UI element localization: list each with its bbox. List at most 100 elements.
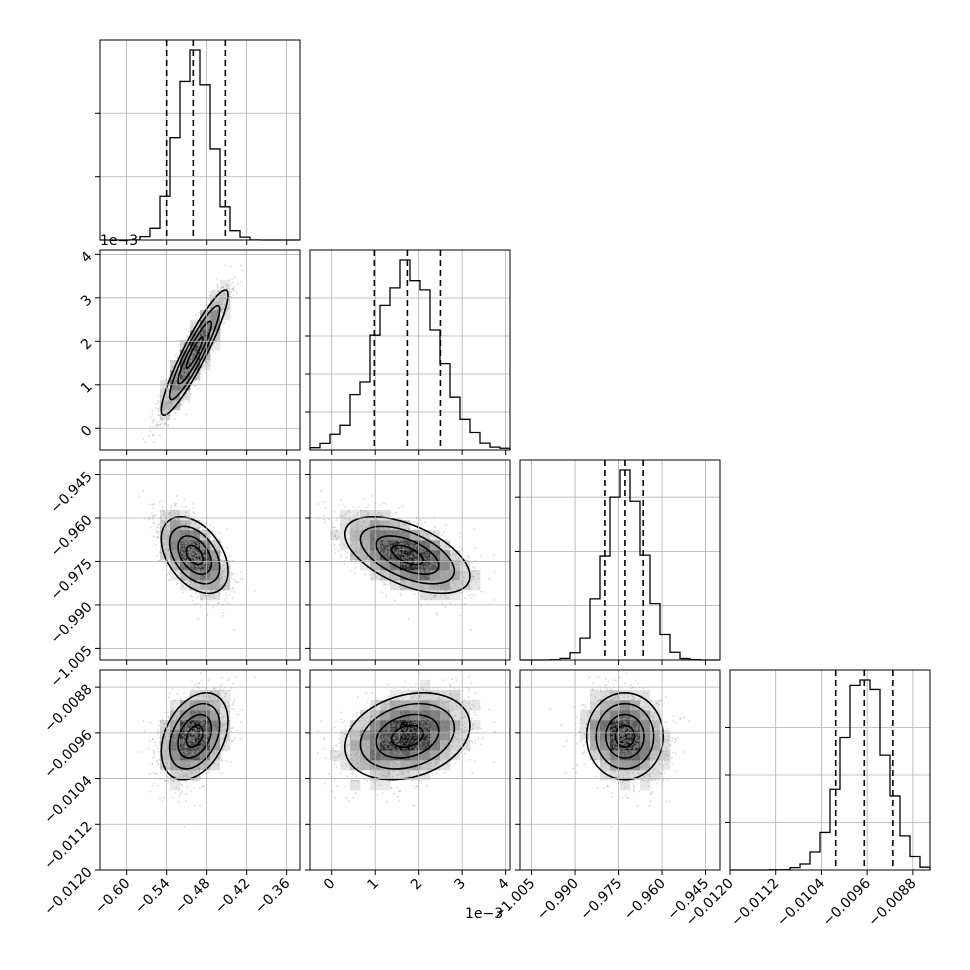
sample-point bbox=[437, 556, 440, 559]
sample-point bbox=[365, 534, 368, 537]
sample-point bbox=[202, 328, 205, 331]
sample-point bbox=[421, 566, 423, 569]
sample-point bbox=[199, 605, 202, 608]
sample-point bbox=[197, 534, 200, 537]
sample-point bbox=[430, 561, 433, 564]
sample-point bbox=[219, 304, 221, 307]
sample-point bbox=[215, 587, 218, 590]
sample-point bbox=[218, 537, 221, 540]
sample-point bbox=[168, 407, 170, 409]
sample-point bbox=[167, 534, 170, 537]
sample-point bbox=[443, 563, 446, 566]
sample-point bbox=[199, 342, 202, 345]
sample-point bbox=[171, 377, 173, 380]
sample-point bbox=[411, 556, 414, 559]
sample-point bbox=[181, 376, 184, 379]
sample-point bbox=[149, 416, 152, 419]
sample-point bbox=[185, 373, 187, 376]
density-cell bbox=[160, 400, 171, 411]
sample-point bbox=[402, 523, 405, 525]
sample-point bbox=[195, 591, 197, 593]
sample-point bbox=[191, 548, 193, 551]
sample-point bbox=[360, 525, 363, 528]
sample-point bbox=[207, 595, 210, 597]
sample-point bbox=[198, 554, 201, 557]
sample-point bbox=[195, 564, 198, 567]
density-cell bbox=[210, 580, 221, 591]
sample-point bbox=[402, 548, 405, 551]
sample-point bbox=[209, 524, 212, 527]
sample-point bbox=[193, 367, 196, 370]
sample-point bbox=[428, 547, 431, 550]
sample-point bbox=[399, 592, 402, 595]
sample-point bbox=[378, 545, 381, 548]
sample-point bbox=[187, 562, 190, 565]
sample-point bbox=[399, 552, 402, 555]
sample-point bbox=[185, 372, 188, 375]
sample-point bbox=[156, 525, 159, 528]
sample-point bbox=[172, 543, 174, 546]
sample-point bbox=[191, 563, 193, 566]
sample-point bbox=[204, 561, 207, 564]
sample-point bbox=[232, 586, 234, 589]
sample-point bbox=[202, 586, 205, 589]
sample-point bbox=[177, 561, 180, 564]
sample-point bbox=[193, 542, 196, 545]
sample-point bbox=[208, 556, 210, 559]
sample-point bbox=[403, 533, 406, 536]
sample-point bbox=[185, 541, 188, 544]
sample-point bbox=[191, 357, 193, 360]
sample-point bbox=[449, 570, 452, 572]
sample-point bbox=[181, 373, 184, 376]
sample-point bbox=[214, 555, 217, 558]
sample-point bbox=[180, 379, 183, 381]
sample-point bbox=[190, 581, 193, 584]
sample-point bbox=[234, 289, 237, 292]
sample-point bbox=[213, 585, 215, 588]
sample-point bbox=[397, 562, 400, 565]
sample-point bbox=[212, 563, 215, 566]
sample-point bbox=[426, 568, 429, 570]
sample-point bbox=[396, 539, 399, 542]
sample-point bbox=[220, 585, 223, 588]
sample-point bbox=[192, 354, 195, 357]
sample-point bbox=[172, 539, 175, 541]
sample-point bbox=[201, 579, 204, 581]
sample-point bbox=[210, 312, 213, 315]
sample-point bbox=[222, 322, 225, 325]
sample-point bbox=[232, 588, 235, 591]
sample-point bbox=[200, 595, 203, 598]
sample-point bbox=[193, 551, 196, 554]
sample-point bbox=[181, 374, 184, 376]
sample-point bbox=[201, 547, 204, 550]
sample-point bbox=[189, 366, 192, 369]
sample-point bbox=[194, 353, 196, 356]
sample-point bbox=[196, 536, 198, 539]
sample-point bbox=[194, 555, 197, 558]
sample-point bbox=[198, 554, 201, 557]
sample-point bbox=[467, 585, 470, 588]
sample-point bbox=[211, 557, 214, 560]
sample-point bbox=[209, 563, 211, 566]
sample-point bbox=[191, 351, 194, 354]
sample-point bbox=[183, 374, 186, 376]
sample-point bbox=[427, 552, 430, 555]
sample-point bbox=[175, 367, 177, 370]
sample-point bbox=[432, 535, 435, 538]
sample-point bbox=[398, 546, 401, 548]
sample-point bbox=[210, 595, 212, 597]
sample-point bbox=[208, 549, 211, 552]
density-cell bbox=[210, 320, 221, 331]
sample-point bbox=[219, 532, 222, 535]
sample-point bbox=[202, 356, 205, 359]
sample-point bbox=[391, 567, 393, 570]
sample-point bbox=[361, 518, 364, 521]
sample-point bbox=[191, 541, 194, 544]
contour-line bbox=[168, 525, 221, 585]
sample-point bbox=[470, 597, 473, 600]
sample-point bbox=[192, 351, 195, 353]
sample-point bbox=[389, 545, 392, 548]
sample-point bbox=[220, 316, 222, 319]
sample-point bbox=[371, 544, 373, 547]
sample-point bbox=[419, 557, 422, 560]
